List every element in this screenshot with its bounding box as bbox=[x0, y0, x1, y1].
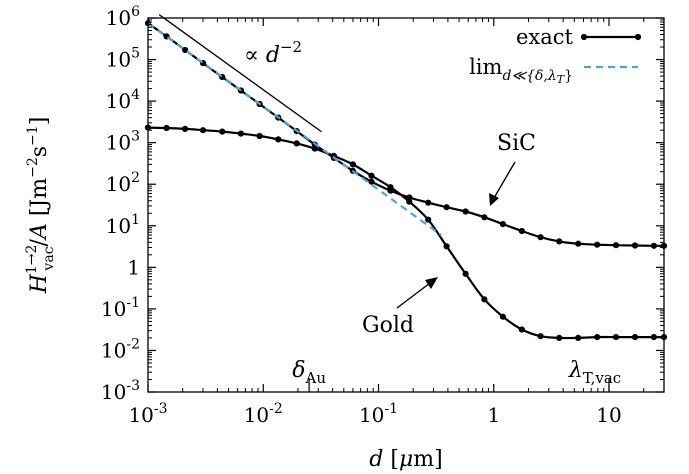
arrow-sic bbox=[493, 161, 516, 199]
data-point-gold bbox=[163, 124, 170, 132]
data-point-gold bbox=[594, 334, 601, 341]
data-point-sic bbox=[443, 204, 450, 211]
y-tick-label: 105 bbox=[106, 46, 140, 72]
arrow-gold bbox=[396, 282, 431, 309]
data-point-gold bbox=[462, 270, 469, 277]
legend: exact limd≪{δ,λT} bbox=[469, 25, 642, 86]
annotation-proportional: ∝ d−2 bbox=[244, 38, 302, 68]
data-point-gold bbox=[575, 334, 582, 341]
series-line-gold bbox=[147, 126, 664, 340]
data-point-gold bbox=[387, 184, 394, 191]
data-point-gold bbox=[237, 130, 244, 137]
data-point-sic bbox=[612, 242, 620, 249]
y-tick-label: 106 bbox=[106, 4, 140, 30]
data-point-sic bbox=[518, 227, 525, 235]
data-point-gold bbox=[499, 313, 506, 320]
x-tick-label: 1 bbox=[487, 403, 500, 427]
y-tick-label: 10-3 bbox=[101, 378, 140, 404]
x-tick-label: 10 bbox=[596, 403, 621, 427]
x-tick-label: 10-1 bbox=[359, 401, 398, 427]
data-point-gold bbox=[219, 128, 226, 135]
data-point-sic bbox=[631, 242, 639, 249]
data-point-sic bbox=[650, 242, 658, 249]
y-tick-label: 103 bbox=[106, 129, 140, 155]
arrowhead-gold bbox=[425, 277, 438, 289]
data-point-gold bbox=[425, 216, 432, 223]
legend-marker-exact bbox=[580, 33, 588, 41]
x-axis-label: d [μm] bbox=[369, 447, 442, 472]
data-point-gold bbox=[311, 145, 318, 152]
arrowhead-sic bbox=[489, 193, 499, 206]
series-layer bbox=[144, 20, 668, 341]
legend-label-exact: exact bbox=[516, 25, 574, 49]
data-point-sic bbox=[575, 240, 582, 247]
data-point-sic bbox=[499, 221, 506, 228]
data-point-gold bbox=[518, 326, 525, 333]
data-point-gold bbox=[256, 132, 263, 140]
annotation-sic: SiC bbox=[497, 131, 536, 156]
series-line-limit bbox=[147, 22, 442, 236]
plot-frame bbox=[147, 17, 665, 393]
y-tick-label: 101 bbox=[106, 212, 140, 238]
data-point-gold bbox=[368, 172, 375, 179]
y-tick-label: 10-1 bbox=[101, 295, 140, 321]
annotation-layer: ∝ d−2 SiC Gold δAu λT,vac bbox=[158, 14, 621, 392]
data-point-gold bbox=[612, 334, 620, 341]
data-point-sic bbox=[556, 238, 563, 245]
data-point-sic bbox=[368, 178, 375, 185]
data-point-gold bbox=[631, 334, 639, 341]
y-axis-label: H1→2vac/A [Jm−2s−1] bbox=[24, 117, 57, 295]
data-point-gold bbox=[537, 333, 544, 340]
data-point-gold bbox=[406, 198, 413, 205]
annotation-lambda: λT,vac bbox=[568, 358, 621, 387]
legend-marker-exact bbox=[634, 33, 642, 41]
data-point-sic bbox=[537, 234, 544, 241]
legend-label-limit: limd≪{δ,λT} bbox=[469, 55, 573, 86]
series-line-sic bbox=[147, 22, 664, 247]
data-point-sic bbox=[594, 241, 601, 248]
y-tick-label: 1 bbox=[127, 255, 140, 279]
data-point-gold bbox=[349, 161, 356, 168]
data-point-gold bbox=[443, 243, 450, 250]
data-point-gold bbox=[275, 136, 282, 143]
axes-layer: 10-3 10-2 10-1 1 10 106 105 104 103 102 101 1 10-1 10… bbox=[24, 4, 665, 472]
y-tick-label: 10-2 bbox=[101, 336, 140, 362]
data-point-gold bbox=[293, 140, 300, 147]
data-point-gold bbox=[650, 334, 658, 341]
annotation-delta-au: δAu bbox=[292, 358, 326, 387]
x-tick-label: 10-2 bbox=[244, 401, 283, 427]
data-point-gold bbox=[556, 334, 563, 341]
y-tick-label: 104 bbox=[106, 87, 140, 113]
data-point-gold bbox=[182, 125, 189, 132]
x-tick-label: 10-3 bbox=[128, 401, 167, 427]
data-point-sic bbox=[462, 208, 469, 215]
data-point-sic bbox=[425, 199, 432, 206]
data-point-gold bbox=[199, 127, 207, 134]
data-point-gold bbox=[481, 296, 488, 303]
reference-line bbox=[158, 14, 322, 133]
y-tick-label: 102 bbox=[106, 170, 140, 196]
data-point-sic bbox=[182, 46, 189, 54]
data-point-sic bbox=[481, 214, 488, 221]
annotation-gold: Gold bbox=[362, 313, 414, 338]
